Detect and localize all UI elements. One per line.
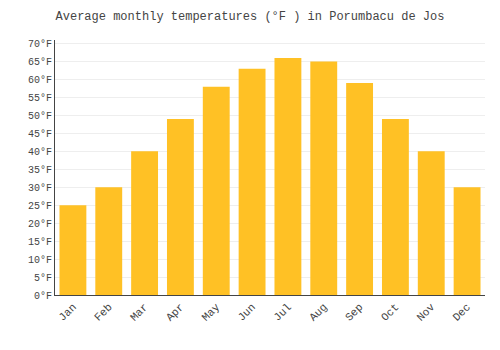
svg-text:Nov: Nov bbox=[415, 301, 438, 324]
svg-text:Aug: Aug bbox=[307, 301, 329, 323]
svg-text:5°F: 5°F bbox=[34, 273, 52, 284]
svg-text:15°F: 15°F bbox=[28, 237, 52, 248]
svg-text:Jul: Jul bbox=[271, 301, 293, 323]
svg-text:65°F: 65°F bbox=[28, 57, 52, 68]
svg-text:10°F: 10°F bbox=[28, 255, 52, 266]
svg-text:0°F: 0°F bbox=[34, 291, 52, 302]
svg-text:Sep: Sep bbox=[343, 301, 365, 323]
svg-text:Feb: Feb bbox=[92, 301, 114, 323]
svg-text:25°F: 25°F bbox=[28, 201, 52, 212]
svg-text:Jun: Jun bbox=[236, 301, 258, 323]
svg-text:45°F: 45°F bbox=[28, 129, 52, 140]
svg-text:20°F: 20°F bbox=[28, 219, 52, 230]
svg-text:Average monthly temperatures (: Average monthly temperatures (°F ) in Po… bbox=[56, 10, 445, 24]
svg-text:35°F: 35°F bbox=[28, 165, 52, 176]
svg-text:Oct: Oct bbox=[379, 301, 401, 323]
svg-text:Apr: Apr bbox=[164, 301, 186, 323]
svg-text:70°F: 70°F bbox=[28, 39, 52, 50]
svg-text:60°F: 60°F bbox=[28, 75, 52, 86]
svg-text:Dec: Dec bbox=[451, 301, 473, 323]
svg-text:30°F: 30°F bbox=[28, 183, 52, 194]
svg-text:Mar: Mar bbox=[128, 301, 150, 323]
svg-text:55°F: 55°F bbox=[28, 93, 52, 104]
svg-text:50°F: 50°F bbox=[28, 111, 52, 122]
svg-text:May: May bbox=[200, 301, 223, 324]
svg-text:40°F: 40°F bbox=[28, 147, 52, 158]
svg-text:Jan: Jan bbox=[56, 301, 78, 323]
